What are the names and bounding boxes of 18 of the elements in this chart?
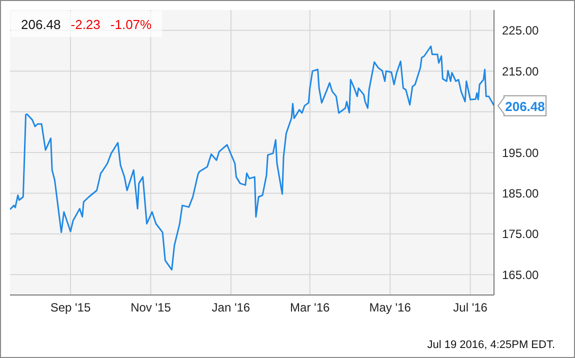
y-tick-label: 185.00 [502, 186, 540, 200]
y-tick-label: 215.00 [502, 64, 540, 78]
annotation: -1.07% [110, 16, 152, 32]
x-tick-label: Sep '15 [50, 300, 91, 315]
x-tick-label: Jul '16 [453, 300, 488, 315]
annotation: -2.23 [70, 16, 100, 32]
x-tick-label: Jan '16 [212, 300, 250, 315]
x-tick-label: Nov '15 [130, 300, 172, 315]
y-tick-label: 195.00 [502, 146, 540, 160]
y-tick-label: 165.00 [502, 268, 540, 282]
line-series [10, 45, 494, 271]
y-tick-label: 225.00 [502, 24, 540, 38]
annotation: 206.48 [505, 98, 545, 114]
x-tick-label: May '16 [369, 300, 412, 315]
y-tick-label: 175.00 [502, 227, 540, 242]
text: Jul 19 2016, 4:25PM EDT. [427, 339, 555, 351]
x-tick-label: Mar '16 [290, 300, 330, 315]
text: 206.48 [21, 16, 61, 32]
